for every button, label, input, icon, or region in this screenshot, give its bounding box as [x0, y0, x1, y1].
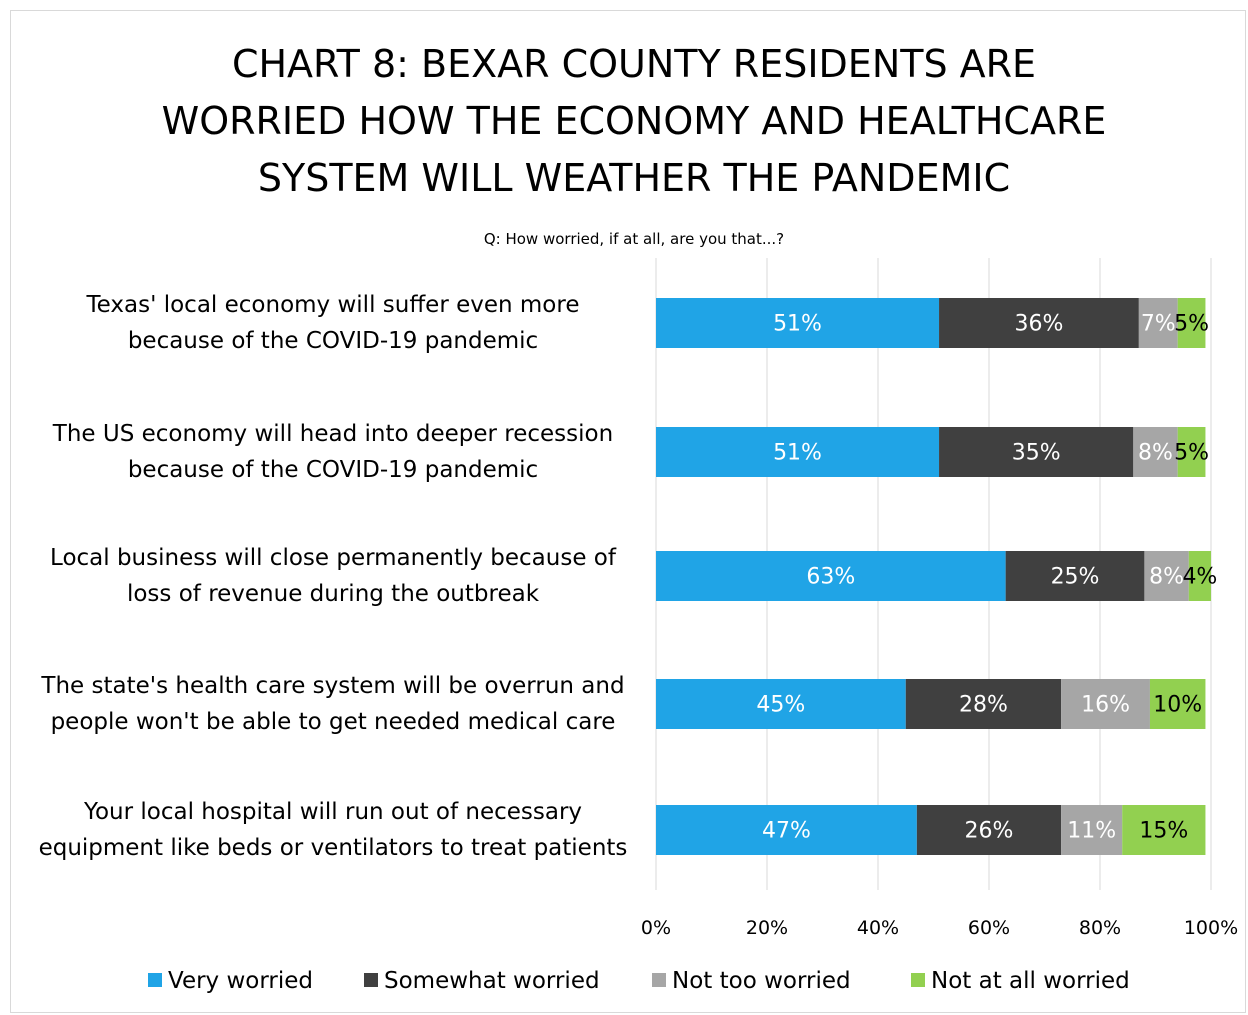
data-label: 36%	[1014, 312, 1063, 337]
legend-swatch	[652, 973, 666, 987]
bar-segment	[1005, 551, 1145, 601]
category-label-text: Your local hospital will run out of nece…	[38, 799, 628, 861]
bar-segment	[1133, 427, 1178, 477]
category-label-text: Texas' local economy will suffer even mo…	[86, 292, 580, 354]
chart-frame	[10, 10, 1246, 1013]
data-label: 63%	[806, 565, 855, 590]
data-label: 51%	[773, 312, 822, 337]
category-label-text: Local business will close permanently be…	[50, 545, 616, 607]
x-tick-label: 20%	[746, 917, 788, 939]
chart-title: CHART 8: BEXAR COUNTY RESIDENTS ARE WORR…	[161, 42, 1107, 200]
bar-segment	[905, 679, 1062, 729]
legend-swatch	[148, 973, 162, 987]
data-label: 8%	[1149, 565, 1184, 590]
x-tick-label: 40%	[857, 917, 899, 939]
data-label: 51%	[773, 441, 822, 466]
bar-segment	[1138, 298, 1178, 348]
bar-segment	[1122, 805, 1206, 855]
bar-segment	[1177, 298, 1206, 348]
x-tick-label: 0%	[641, 917, 671, 939]
data-label: 5%	[1174, 312, 1209, 337]
legend-label: Somewhat worried	[384, 968, 600, 994]
data-label: 8%	[1138, 441, 1173, 466]
bar-segment	[1061, 679, 1150, 729]
bar-segment	[1061, 805, 1123, 855]
bar-segment	[939, 427, 1134, 477]
chart-subtitle: Q: How worried, if at all, are you that.…	[483, 230, 785, 248]
data-label: 4%	[1182, 565, 1217, 590]
category-label: Texas' local economy will suffer even mo…	[28, 287, 628, 359]
data-label: 28%	[959, 693, 1008, 718]
bar-segment	[916, 805, 1062, 855]
category-label: Your local hospital will run out of nece…	[28, 794, 628, 866]
category-label-text: The state's health care system will be o…	[41, 673, 625, 735]
legend-swatch	[911, 973, 925, 987]
category-label-text: The US economy will head into deeper rec…	[52, 421, 614, 483]
data-label: 35%	[1012, 441, 1061, 466]
data-label: 26%	[965, 819, 1014, 844]
data-label: 16%	[1081, 693, 1130, 718]
bar-segment	[939, 298, 1139, 348]
bar-segment	[656, 298, 940, 348]
bar-segment	[1188, 551, 1211, 601]
bar-segment	[656, 551, 1006, 601]
data-label: 5%	[1174, 441, 1209, 466]
bar-segment	[656, 805, 917, 855]
legend-label: Not too worried	[672, 968, 851, 994]
x-tick-label: 60%	[968, 917, 1010, 939]
bar-segment	[1149, 679, 1206, 729]
data-label: 45%	[756, 693, 805, 718]
category-label: The state's health care system will be o…	[28, 668, 628, 740]
legend-label: Very worried	[168, 968, 313, 994]
legend-swatch	[364, 973, 378, 987]
bar-segment	[1177, 427, 1206, 477]
data-label: 25%	[1051, 565, 1100, 590]
data-label: 11%	[1067, 819, 1116, 844]
data-label: 15%	[1139, 819, 1188, 844]
bar-segment	[1144, 551, 1189, 601]
bar-segment	[656, 427, 940, 477]
data-label: 10%	[1153, 693, 1202, 718]
data-label: 7%	[1141, 312, 1176, 337]
x-tick-label: 80%	[1079, 917, 1121, 939]
category-label: The US economy will head into deeper rec…	[28, 416, 628, 488]
legend-label: Not at all worried	[931, 968, 1130, 994]
x-tick-label: 100%	[1184, 917, 1238, 939]
data-label: 47%	[762, 819, 811, 844]
category-label: Local business will close permanently be…	[28, 540, 628, 612]
bar-segment	[656, 679, 906, 729]
